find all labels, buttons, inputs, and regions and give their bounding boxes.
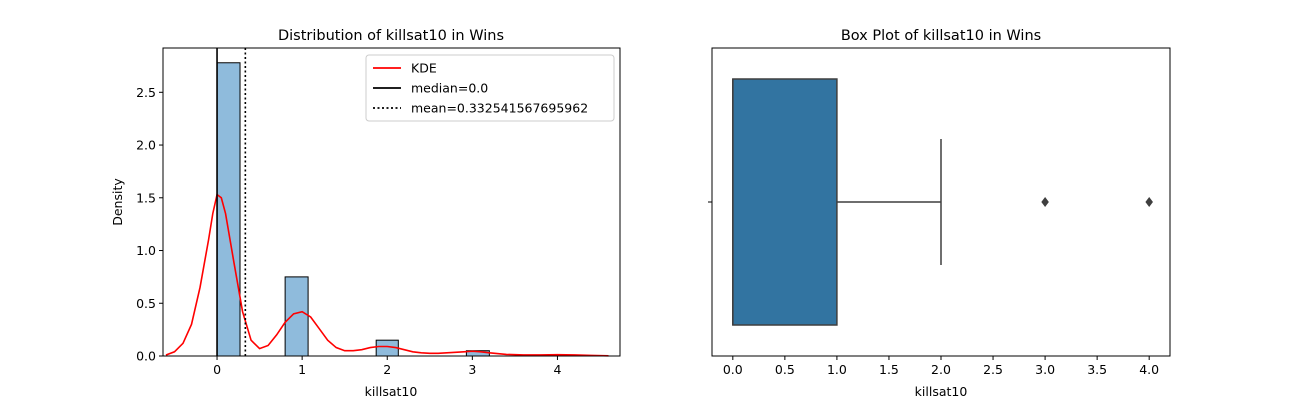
boxplot-x-tick-label-2: 1.0 [827, 362, 847, 377]
legend: KDE median=0.0 mean=0.332541567695962 [365, 54, 615, 122]
boxplot-x-tick-label-8: 4.0 [1139, 362, 1159, 377]
boxplot-title: Box Plot of killsat10 in Wins [841, 28, 1041, 44]
boxplot-x-tick-label-5: 2.5 [983, 362, 1003, 377]
legend-frame [365, 54, 615, 122]
legend-mean-label: mean=0.332541567695962 [411, 101, 588, 116]
histogram-y-tick-label-4: 2.0 [136, 138, 156, 153]
histogram-y-tick-label-0: 0.0 [136, 349, 156, 364]
histogram-y-axis-label: Density [110, 178, 125, 226]
boxplot-x-tick-label-4: 2.0 [931, 362, 951, 377]
histogram-x-tick-label-0: 0 [213, 362, 221, 377]
boxplot-box [732, 78, 838, 326]
histogram-y-tick-label-1: 0.5 [136, 296, 156, 311]
boxplot-x-tick-label-3: 1.5 [879, 362, 899, 377]
histogram-x-tick-label-3: 3 [468, 362, 476, 377]
histogram-y-tick-label-2: 1.0 [136, 243, 156, 258]
boxplot-x-axis-label: killsat10 [915, 384, 968, 399]
histogram-axes-frame [162, 47, 621, 357]
boxplot-outlier-1 [1145, 196, 1153, 208]
boxplot-outlier-0 [1041, 196, 1049, 208]
histogram-bar-1 [284, 276, 309, 357]
histogram-bar-0 [216, 62, 241, 357]
histogram-x-axis-label: killsat10 [365, 384, 418, 399]
boxplot-x-tick-label-0: 0.0 [723, 362, 743, 377]
boxplot-panel: Box Plot of killsat10 in Wins 0.0 0.5 1.0 1… [708, 28, 1171, 399]
histogram-title: Distribution of killsat10 in Wins [278, 28, 504, 44]
boxplot-x-tick-label-7: 3.5 [1087, 362, 1107, 377]
legend-median-label: median=0.0 [411, 81, 488, 96]
boxplot-x-tick-label-6: 3.0 [1035, 362, 1055, 377]
histogram-x-tick-label-1: 1 [298, 362, 306, 377]
histogram-y-tick-label-5: 2.5 [136, 85, 156, 100]
histogram-panel: Distribution of killsat10 in Wins 0 1 2 3 40… [110, 28, 621, 399]
boxplot-x-tick-label-1: 0.5 [775, 362, 795, 377]
histogram-y-tick-label-3: 1.5 [136, 190, 156, 205]
boxplot-plot-area: 0.0 0.5 1.0 1.5 2.0 2.5 3.0 3.5 4.0 [708, 47, 1171, 377]
histogram-plot-area: 0 1 2 3 4 0.0 0.5 1.0 1.5 2.0 2.5 [136, 47, 621, 377]
histogram-x-tick-label-2: 2 [383, 362, 391, 377]
kde-curve [165, 193, 609, 357]
legend-kde-label: KDE [411, 61, 437, 76]
histogram-x-tick-label-4: 4 [553, 362, 561, 377]
